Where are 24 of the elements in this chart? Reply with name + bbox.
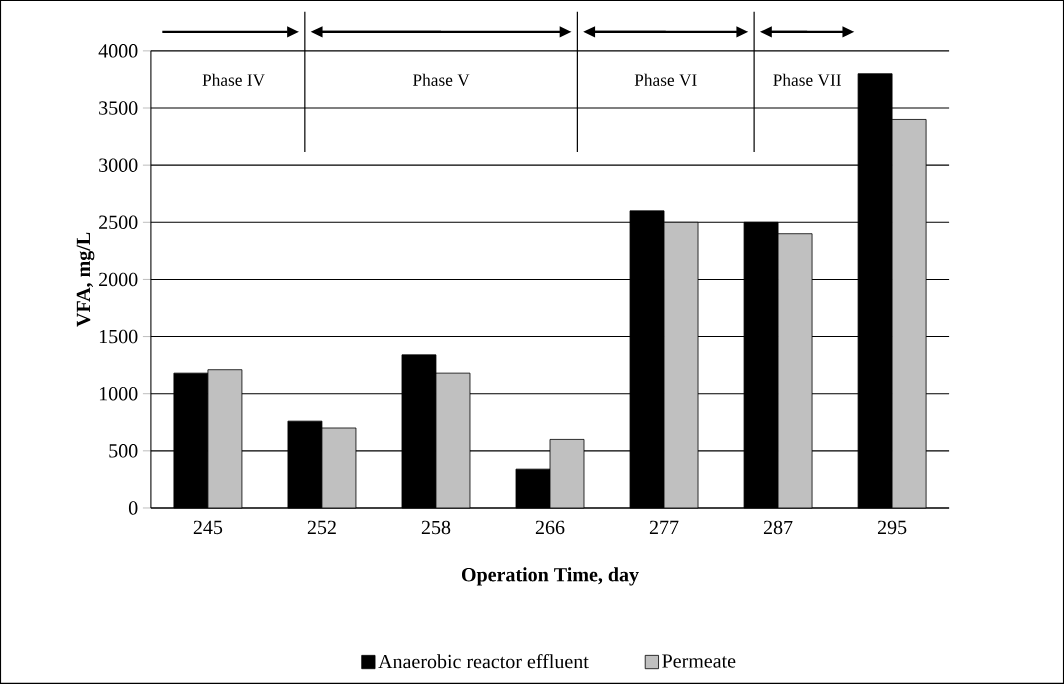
y-tick-label: 1000 [99, 387, 138, 401]
y-tick-label: 2000 [99, 272, 138, 287]
y-tick-label: 2500 [99, 215, 138, 230]
legend-label: Anaerobic reactor effluent [378, 654, 589, 669]
y-tick-label: 500 [109, 444, 138, 458]
x-tick-label: 277 [649, 520, 679, 534]
y-tick-label: 4000 [98, 44, 138, 58]
annotation: Phase IV [202, 73, 265, 87]
y-tick-label: 1500 [99, 329, 138, 344]
x-tick-label: 295 [877, 520, 907, 535]
x-tick-label: 266 [535, 520, 565, 535]
y-tick-label: 3000 [99, 158, 138, 172]
x-tick-label: 245 [193, 520, 223, 535]
y-axis-title: VFA, mg/L [76, 232, 95, 327]
x-axis-title: Operation Time, day [461, 567, 639, 586]
x-tick-label: 287 [763, 520, 793, 535]
x-tick-label: 258 [421, 520, 451, 535]
annotation: Phase V [412, 73, 470, 87]
legend-label: Permeate [662, 654, 736, 668]
x-tick-label: 252 [307, 520, 336, 535]
annotation: Phase VI [634, 73, 697, 87]
annotation: Phase VII [773, 73, 841, 87]
y-tick-label: 0 [128, 501, 138, 515]
y-tick-label: 3500 [99, 101, 138, 115]
